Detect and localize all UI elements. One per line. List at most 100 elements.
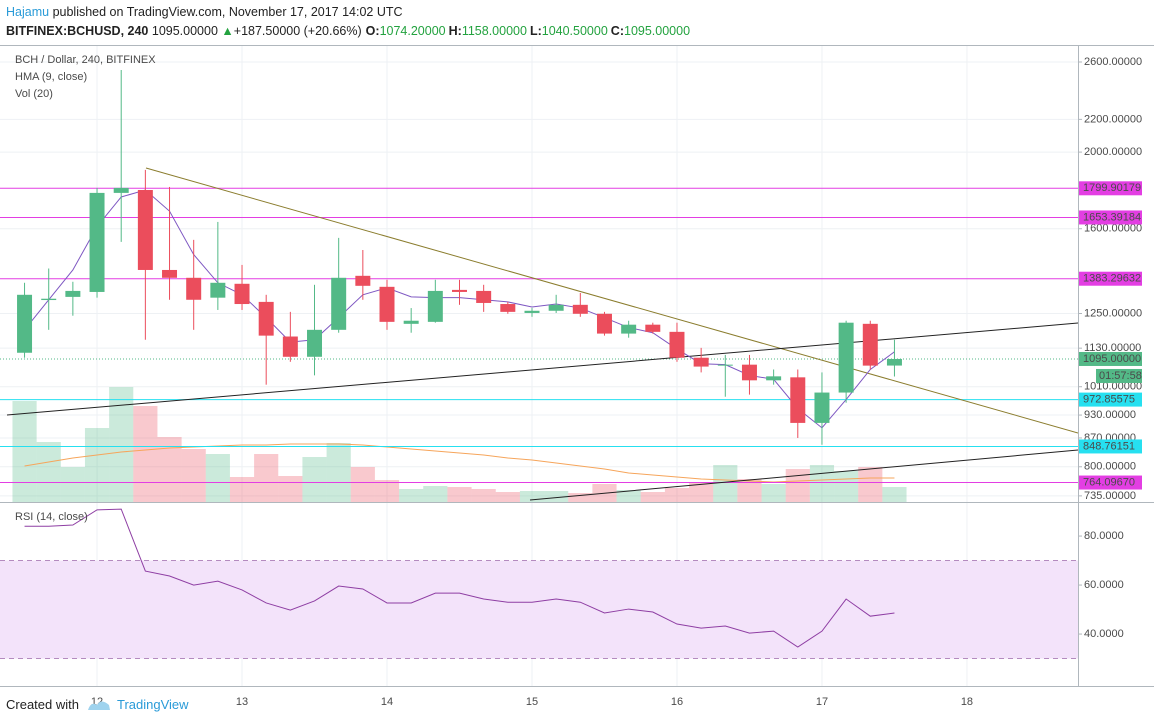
footer: Created with TradingView: [6, 697, 189, 712]
last-price-label: 1095.00000: [1083, 353, 1141, 365]
candle-body: [524, 310, 540, 313]
trend-lines: [6, 167, 1078, 501]
level-label: 764.09670: [1083, 476, 1135, 488]
y-tick-label: 2000.00000: [1084, 146, 1142, 158]
volume-bar: [640, 492, 665, 502]
volume-bar: [689, 483, 714, 502]
price: 1095.00000: [151, 24, 218, 38]
volume-bar: [423, 486, 448, 502]
hma-line: [24, 189, 895, 429]
last-price-box: [1079, 351, 1142, 366]
x-tick-label: 18: [961, 696, 973, 708]
level-label: 972.85575: [1083, 393, 1135, 405]
ohlc-value: 1095.00000: [624, 24, 691, 38]
level-label-box: [1079, 181, 1142, 196]
symbol-line: BITFINEX:BCHUSD, 240 1095.00000 ▲+187.50…: [6, 22, 693, 41]
level-label-box: [1079, 271, 1142, 286]
candle-body: [41, 298, 57, 301]
header: Hajamu published on TradingView.com, Nov…: [6, 3, 693, 41]
volume-bar: [374, 480, 400, 502]
candle-body: [838, 322, 854, 393]
volume-bar: [36, 442, 61, 502]
volume-bar: [664, 488, 690, 502]
volume-bar: [60, 467, 85, 502]
candle-body: [258, 301, 274, 336]
axes: [0, 45, 1154, 687]
x-tick-label: 13: [236, 696, 248, 708]
ohlc-value: 1158.00000: [461, 24, 527, 38]
volume-bar: [882, 487, 907, 502]
candle-body: [113, 187, 129, 193]
volume-bar: [302, 457, 327, 502]
volume-bar: [495, 492, 520, 502]
y-tick-label: 1250.00000: [1084, 307, 1142, 319]
y-tick-label: 930.00000: [1084, 409, 1136, 421]
candle-body: [427, 290, 443, 322]
volume-bar: [326, 443, 351, 502]
ohlc-key: C:: [610, 24, 624, 38]
y-tick-label: 800.00000: [1084, 461, 1136, 473]
volume-bar: [278, 476, 303, 502]
y-tick-label: 735.00000: [1084, 490, 1136, 502]
y-tick-label: 1130.00000: [1084, 342, 1141, 354]
volume-bar: [616, 490, 641, 502]
volume-bar: [858, 467, 883, 502]
y-tick-label: 2200.00000: [1084, 113, 1142, 125]
y-tick-label: 1010.00000: [1084, 381, 1142, 393]
levels: [0, 187, 1078, 484]
volume-bar: [544, 491, 569, 502]
volume-bar: [737, 479, 762, 502]
countdown-box: [1096, 368, 1142, 383]
volume-bar: [350, 467, 375, 502]
legend: HMA (9, close): [15, 71, 87, 83]
volume-pane: [12, 387, 907, 502]
legend: BCH / Dollar, 240, BITFINEX: [15, 54, 156, 66]
trend-line: [529, 449, 1078, 501]
volume-ma-line: [24, 443, 895, 483]
brand[interactable]: TradingView: [116, 697, 189, 712]
level-label-box: [1079, 439, 1142, 454]
candle-body: [89, 192, 105, 292]
legend: RSI (14, close): [15, 511, 88, 523]
candle-body: [717, 364, 733, 366]
author[interactable]: Hajamu: [6, 5, 50, 19]
candle-body: [596, 313, 612, 334]
volume-bar: [471, 489, 496, 502]
y-tick-label: 40.0000: [1084, 628, 1124, 640]
y-tick-label: 80.0000: [1084, 530, 1124, 542]
level-label: 1383.29632: [1083, 273, 1141, 285]
up-arrow: ▲: [221, 24, 234, 38]
symbol: BITFINEX:BCHUSD, 240: [6, 24, 149, 38]
y-tick-label: 1600.00000: [1084, 223, 1142, 235]
ohlc-value: 1074.20000: [379, 24, 446, 38]
candle-body: [548, 304, 564, 311]
volume-bar: [254, 454, 279, 502]
level-label: 1799.90179: [1083, 182, 1141, 194]
candle-body: [186, 277, 202, 300]
candle-body: [814, 392, 830, 423]
candle-body: [500, 304, 516, 312]
candle-body: [766, 376, 782, 381]
candle-body: [379, 286, 395, 322]
candle-body: [476, 290, 492, 303]
candle-body: [790, 377, 806, 423]
candle-body: [137, 190, 153, 270]
candle-body: [355, 275, 371, 286]
candle-body: [403, 320, 419, 324]
countdown: 01:57:58: [1099, 370, 1142, 382]
x-tick-label: 14: [381, 696, 393, 708]
level-label-box: [1079, 475, 1142, 490]
volume-bar: [447, 487, 472, 502]
axis-labels: 12 13 14 15 16 17 182600.000002200.000002000.0…: [91, 56, 1142, 708]
x-tick-label: 17: [816, 696, 828, 708]
rsi-pane: [0, 508, 1078, 660]
candle-body: [645, 324, 661, 332]
published: published on TradingView.com, November 1…: [52, 5, 403, 19]
legend: Vol (20): [15, 88, 53, 100]
change: +187.50000 (+20.66%): [233, 24, 362, 38]
level-label: 1653.39184: [1083, 211, 1141, 223]
rsi-band: [0, 560, 1078, 659]
candle-body: [669, 331, 685, 358]
